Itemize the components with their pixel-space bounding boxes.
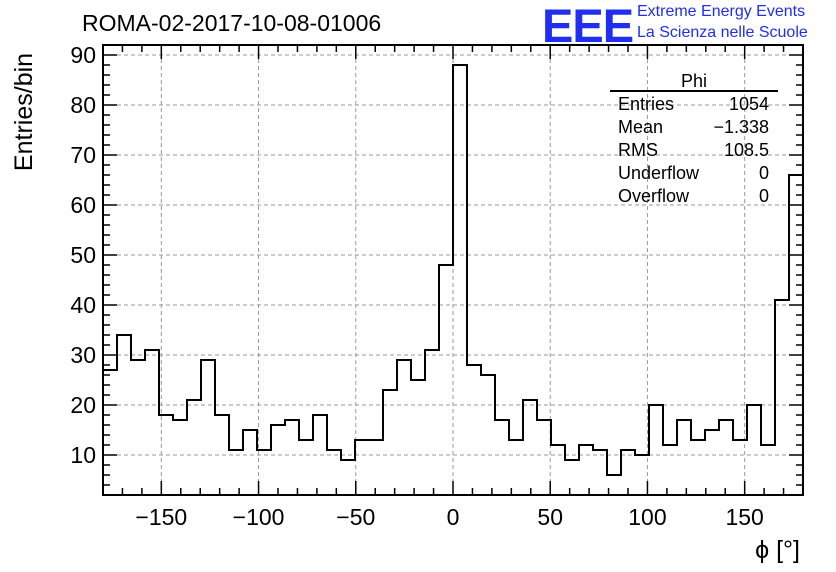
y-tick-label: 30 — [70, 342, 96, 368]
x-tick-label: −150 — [135, 504, 187, 530]
eee-logo: EEE — [542, 0, 634, 52]
stats-label: Entries — [618, 94, 674, 114]
x-tick-labels: −150 −100 −50 0 50 100 150 — [135, 504, 763, 530]
y-tick-labels: 10 20 30 40 50 60 70 80 90 — [70, 42, 96, 468]
stats-value: 0 — [759, 163, 769, 183]
histogram-line — [103, 64, 803, 476]
y-tick-label: 50 — [70, 242, 96, 268]
x-tick-label: 100 — [628, 504, 666, 530]
logo-tagline-2: La Scienza nelle Scuole — [637, 24, 808, 41]
stats-label: Underflow — [618, 163, 700, 183]
y-tick-label: 90 — [70, 42, 96, 68]
x-tick-label: 150 — [725, 504, 763, 530]
stats-label: Mean — [618, 117, 663, 137]
stats-title: Phi — [681, 71, 707, 91]
x-tick-label: −100 — [233, 504, 285, 530]
x-tick-label: −50 — [336, 504, 375, 530]
stats-value: −1.338 — [713, 117, 769, 137]
stats-label: RMS — [618, 140, 658, 160]
logo-tagline-1: Extreme Energy Events — [637, 3, 806, 20]
y-tick-label: 10 — [70, 442, 96, 468]
y-tick-label: 40 — [70, 292, 96, 318]
chart-title: ROMA-02-2017-10-08-01006 — [82, 10, 382, 36]
y-tick-label: 20 — [70, 392, 96, 418]
x-tick-label: 50 — [537, 504, 563, 530]
x-axis-label: ϕ [°] — [755, 536, 800, 564]
stats-label: Overflow — [618, 186, 690, 206]
stats-box: Phi Entries 1054 Mean −1.338 RMS 108.5 Underfl… — [610, 71, 778, 206]
stats-value: 0 — [759, 186, 769, 206]
y-tick-label: 60 — [70, 192, 96, 218]
x-tick-label: 0 — [447, 504, 460, 530]
stats-value: 1054 — [729, 94, 769, 114]
axis-ticks — [102, 44, 804, 495]
stats-value: 108.5 — [724, 140, 769, 160]
y-axis-label: Entries/bin — [10, 53, 38, 171]
y-tick-label: 70 — [70, 142, 96, 168]
y-tick-label: 80 — [70, 92, 96, 118]
